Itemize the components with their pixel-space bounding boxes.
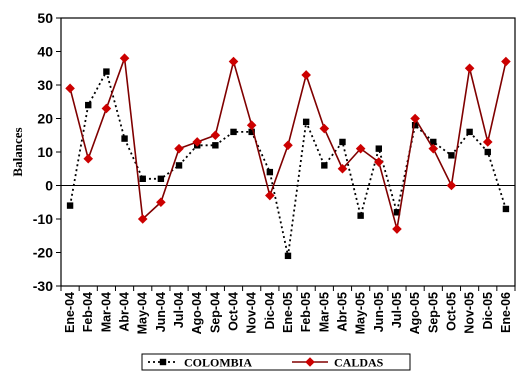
x-tick-label: Ene-06 <box>499 292 513 333</box>
y-tick-label: 0 <box>45 178 53 194</box>
y-tick-label: 50 <box>37 10 53 26</box>
x-tick-label: Jun-04 <box>154 292 168 332</box>
x-tick-label: May-05 <box>354 292 368 334</box>
data-point-caldas <box>156 197 166 208</box>
data-point-colombia <box>248 128 255 136</box>
data-point-colombia <box>266 168 274 176</box>
x-tick-label: Nov-04 <box>245 292 259 334</box>
data-point-colombia <box>157 175 165 182</box>
x-tick-label: Ene-04 <box>63 292 77 333</box>
x-tick-label: Feb-05 <box>299 292 313 332</box>
data-point-caldas <box>137 214 148 224</box>
data-point-colombia <box>430 138 437 146</box>
y-axis: -30 -20 -10 0 10 20 30 40 50 <box>33 10 515 294</box>
y-tick-label: 20 <box>37 111 53 127</box>
y-axis-label: Balances <box>10 127 25 176</box>
data-point-colombia <box>375 145 382 152</box>
x-tick-label: Abr-04 <box>118 292 132 332</box>
data-point-colombia <box>85 101 92 109</box>
data-point-colombia <box>502 205 510 213</box>
y-tick-label: -20 <box>33 245 53 261</box>
data-point-colombia <box>339 138 346 146</box>
data-point-caldas <box>464 63 475 74</box>
data-point-colombia <box>230 128 237 136</box>
data-point-colombia <box>393 209 401 216</box>
data-point-caldas <box>482 137 493 147</box>
x-tick-label: Abr-05 <box>335 292 349 332</box>
y-tick-label: -10 <box>33 211 53 227</box>
data-point-colombia <box>302 118 310 126</box>
series-caldas <box>65 53 511 234</box>
data-point-caldas <box>192 137 202 147</box>
data-point-caldas <box>392 224 402 234</box>
y-tick-label: 30 <box>37 77 53 93</box>
data-point-caldas <box>337 163 348 174</box>
x-tick-label: Dic-04 <box>263 292 277 330</box>
data-point-colombia <box>448 152 455 159</box>
x-tick-label: Jul-05 <box>390 292 404 328</box>
data-point-caldas <box>428 143 439 154</box>
data-point-colombia <box>103 68 110 75</box>
legend-label-caldas: CALDAS <box>334 356 384 370</box>
x-tick-label: May-04 <box>136 292 150 334</box>
data-point-caldas <box>265 190 275 201</box>
data-point-colombia <box>212 142 219 149</box>
data-point-colombia <box>321 162 328 169</box>
data-point-colombia <box>175 162 183 169</box>
data-point-caldas <box>101 103 112 114</box>
data-point-colombia <box>284 252 292 260</box>
data-point-caldas <box>355 143 366 154</box>
x-tick-label: Ene-05 <box>281 292 295 333</box>
legend: COLOMBIA CALDAS <box>141 353 411 371</box>
data-point-colombia <box>121 135 128 142</box>
y-tick-label: 10 <box>37 144 53 160</box>
x-tick-label: Mar-04 <box>99 292 113 332</box>
data-point-caldas <box>283 140 293 151</box>
x-tick-label: Mar-05 <box>317 292 331 332</box>
data-point-caldas <box>301 70 311 80</box>
data-point-caldas <box>210 130 221 141</box>
data-point-caldas <box>501 56 511 67</box>
x-axis: Ene-04 Feb-04 Mar-04 Abr-04 May-04 Jun-04 Jul-… <box>60 286 516 334</box>
y-tick-label: -30 <box>33 278 53 294</box>
data-point-colombia <box>466 128 473 136</box>
series-layer <box>65 53 511 260</box>
x-tick-label: Jul-04 <box>172 292 186 328</box>
x-tick-label: Oct-04 <box>227 292 241 331</box>
x-tick-label: Nov-05 <box>463 292 477 334</box>
series-colombia <box>66 68 510 260</box>
x-tick-label: Ago-04 <box>190 292 204 334</box>
data-point-caldas <box>410 113 420 124</box>
data-point-colombia <box>411 122 419 129</box>
data-point-colombia <box>66 202 74 209</box>
x-tick-label: Jun-05 <box>372 292 386 332</box>
legend-marker-colombia <box>159 358 167 366</box>
x-tick-label: Ago-05 <box>408 292 422 334</box>
legend-box <box>141 353 411 371</box>
data-point-caldas <box>374 157 384 167</box>
legend-marker-caldas <box>305 357 315 367</box>
data-point-colombia <box>357 212 364 219</box>
data-point-caldas <box>228 56 239 67</box>
x-tick-label: Oct-05 <box>444 292 458 331</box>
data-point-colombia <box>484 148 491 156</box>
data-point-caldas <box>174 143 184 154</box>
x-tick-label: Feb-04 <box>81 292 95 332</box>
data-point-caldas <box>83 153 94 164</box>
data-point-caldas <box>446 180 457 191</box>
data-point-caldas <box>319 123 330 134</box>
legend-label-colombia: COLOMBIA <box>184 356 252 370</box>
x-tick-label: Sep-05 <box>426 292 440 333</box>
x-tick-label: Dic-05 <box>481 292 495 330</box>
data-point-colombia <box>139 175 146 182</box>
data-point-caldas <box>246 120 257 130</box>
x-tick-label: Sep-04 <box>208 292 222 333</box>
y-tick-label: 40 <box>37 44 53 60</box>
data-point-caldas <box>65 83 75 94</box>
data-point-caldas <box>119 53 130 63</box>
